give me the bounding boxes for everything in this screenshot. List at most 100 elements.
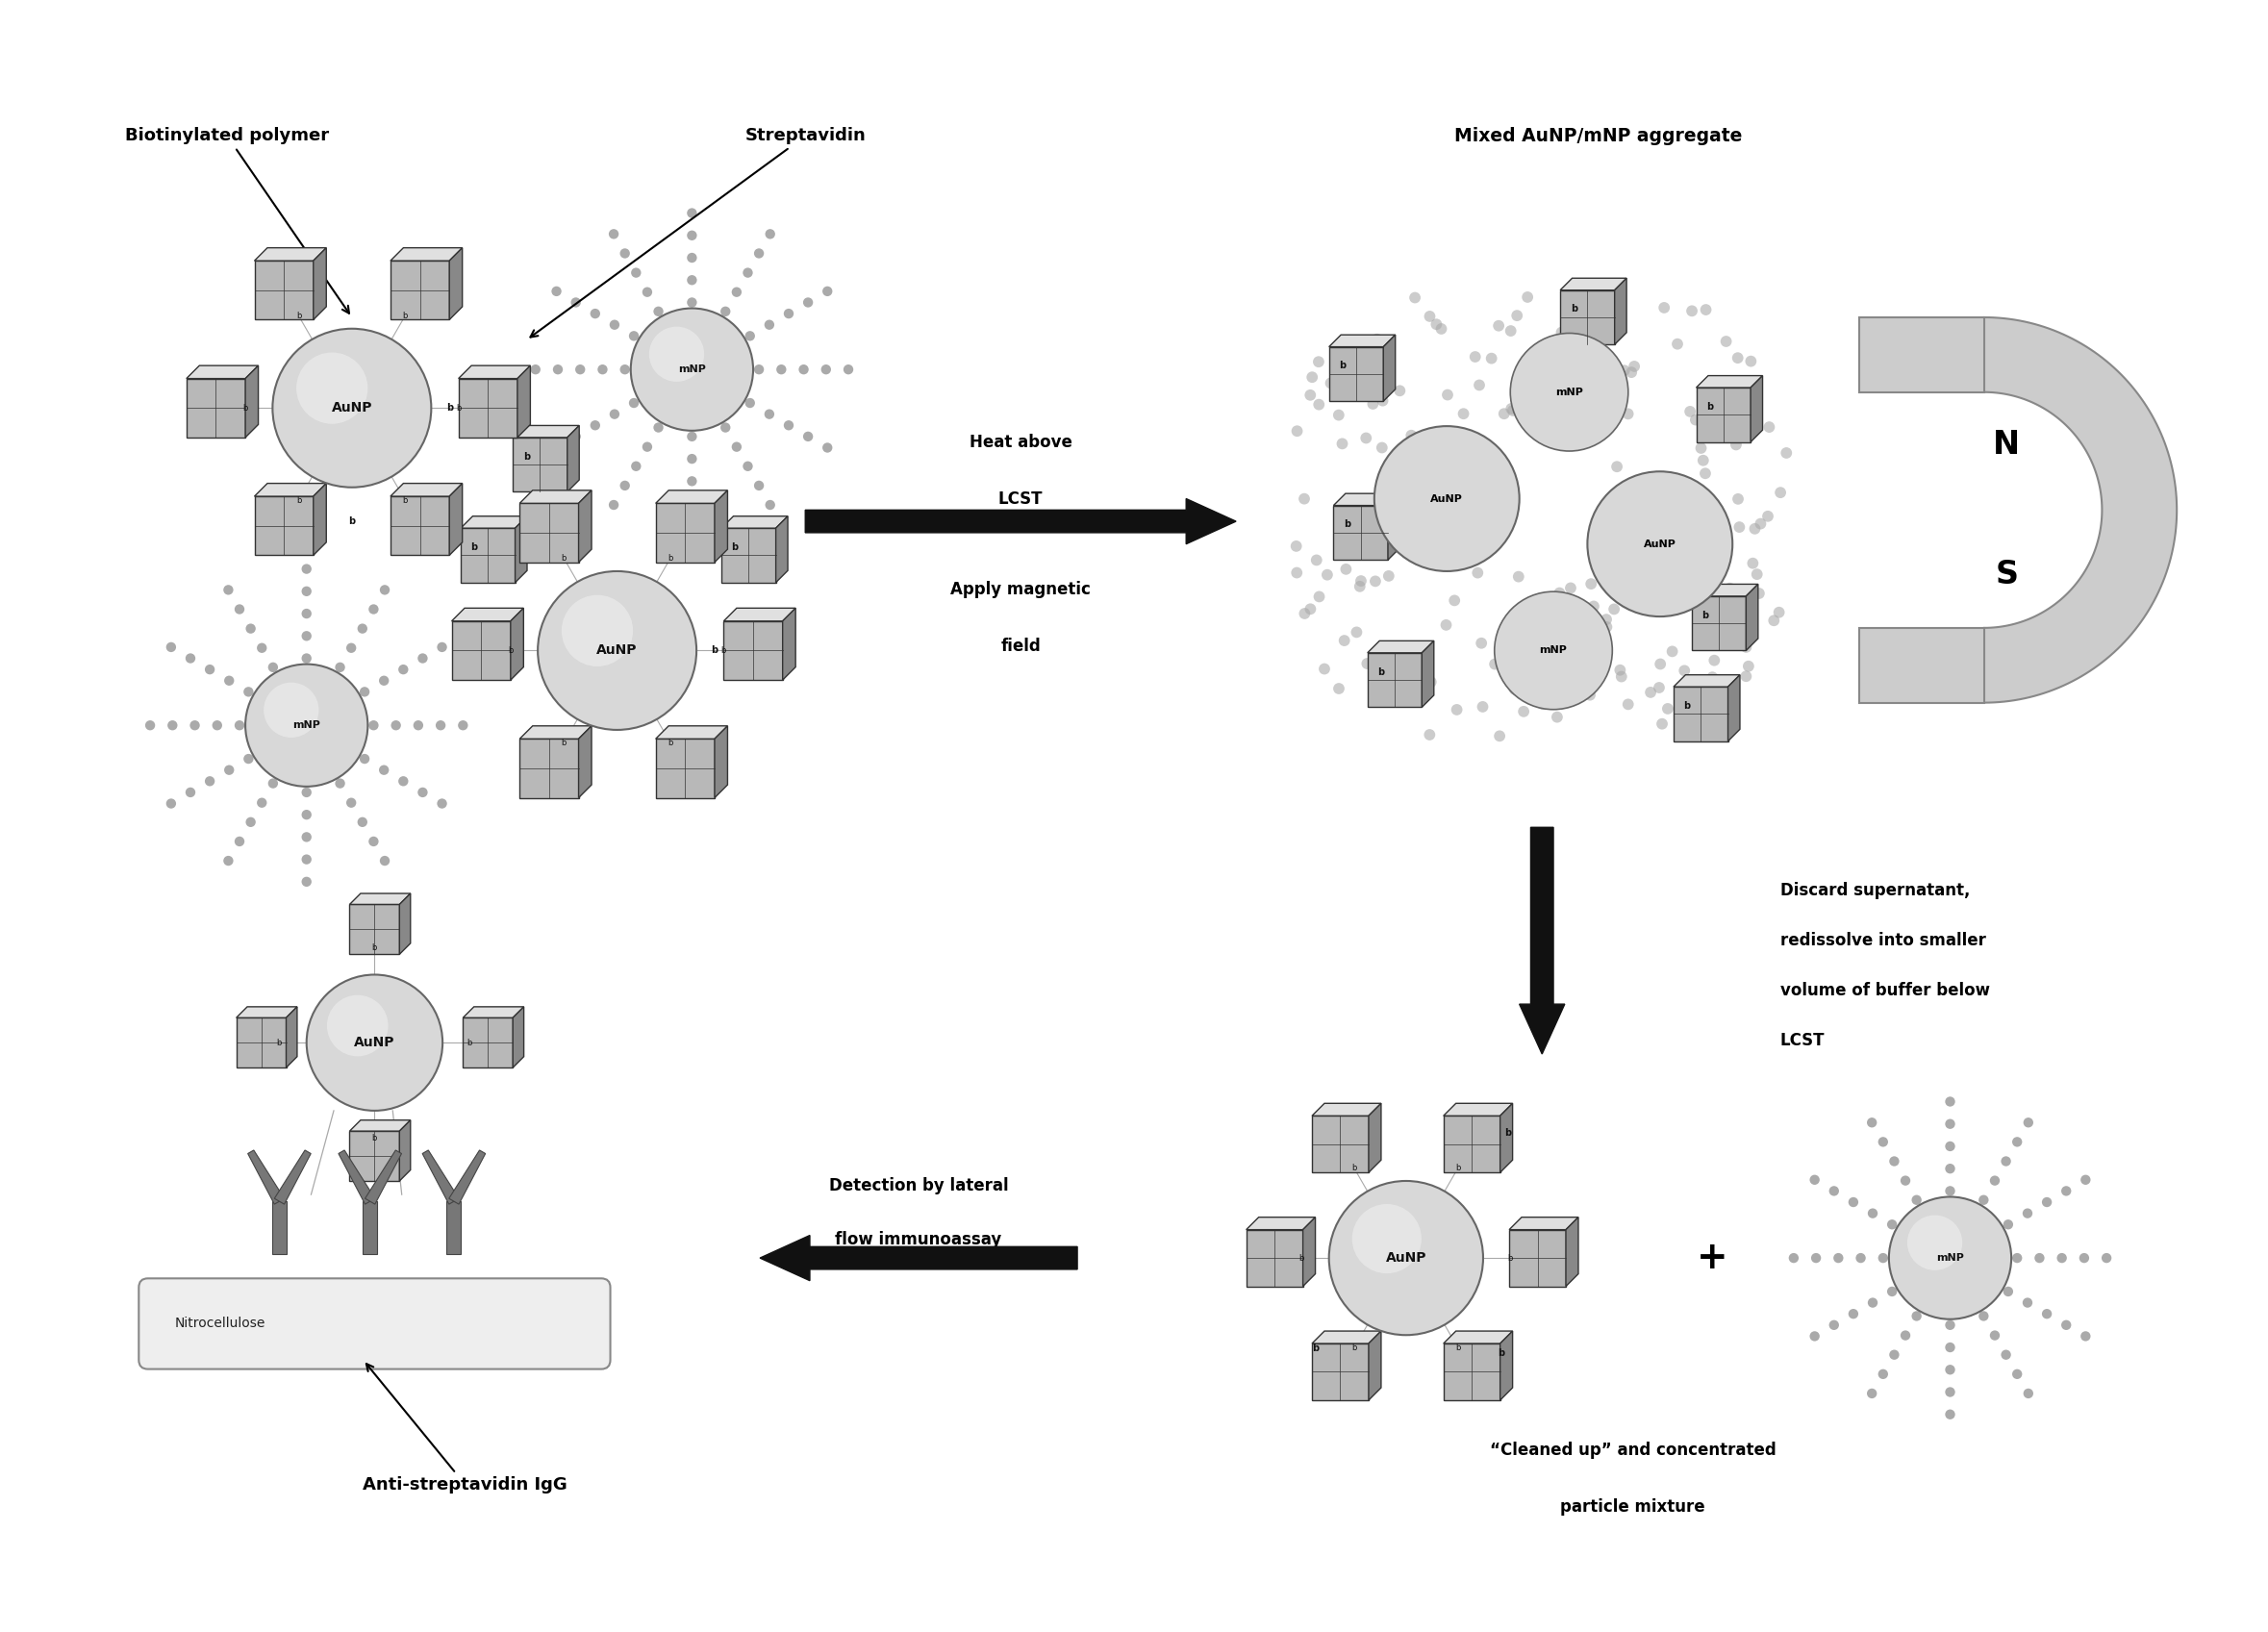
- Polygon shape: [723, 622, 782, 681]
- Circle shape: [1510, 333, 1628, 450]
- Circle shape: [649, 343, 658, 353]
- Circle shape: [1581, 305, 1592, 317]
- Circle shape: [687, 230, 696, 240]
- Circle shape: [1290, 540, 1302, 552]
- Circle shape: [1431, 318, 1442, 330]
- Text: b: b: [447, 403, 454, 413]
- Text: b: b: [1497, 1348, 1504, 1358]
- Circle shape: [2062, 1186, 2071, 1196]
- Circle shape: [1556, 326, 1567, 338]
- Circle shape: [610, 320, 619, 330]
- Circle shape: [1522, 605, 1533, 617]
- Circle shape: [687, 297, 696, 307]
- Circle shape: [256, 720, 268, 731]
- Circle shape: [327, 996, 388, 1056]
- Circle shape: [302, 787, 311, 798]
- Text: b: b: [1683, 702, 1690, 710]
- Circle shape: [417, 787, 429, 798]
- Polygon shape: [1302, 1217, 1315, 1286]
- Circle shape: [1889, 1155, 1898, 1167]
- Text: b: b: [1701, 610, 1708, 620]
- Circle shape: [687, 253, 696, 263]
- Text: b: b: [733, 542, 739, 552]
- Circle shape: [1585, 401, 1597, 413]
- Circle shape: [225, 676, 234, 685]
- Circle shape: [290, 739, 299, 749]
- Polygon shape: [517, 366, 531, 437]
- Circle shape: [263, 682, 320, 738]
- Circle shape: [1368, 398, 1379, 410]
- Circle shape: [302, 676, 311, 685]
- Circle shape: [379, 584, 390, 596]
- Circle shape: [361, 687, 370, 697]
- Circle shape: [1978, 1195, 1989, 1204]
- Polygon shape: [1442, 1116, 1499, 1172]
- Text: b: b: [524, 452, 531, 462]
- Text: b: b: [1508, 1253, 1513, 1262]
- Circle shape: [1889, 1196, 2012, 1319]
- Circle shape: [1370, 379, 1381, 390]
- Circle shape: [1510, 310, 1522, 322]
- Polygon shape: [655, 503, 714, 561]
- FancyBboxPatch shape: [138, 1278, 610, 1369]
- Polygon shape: [578, 726, 592, 798]
- Circle shape: [1946, 1231, 1955, 1240]
- Circle shape: [222, 855, 234, 865]
- Circle shape: [687, 276, 696, 286]
- Circle shape: [302, 586, 311, 596]
- Circle shape: [340, 698, 349, 708]
- Circle shape: [1855, 1253, 1867, 1263]
- Circle shape: [1907, 1216, 1962, 1270]
- Circle shape: [1370, 576, 1381, 588]
- Text: Biotinylated polymer: Biotinylated polymer: [125, 127, 349, 313]
- Circle shape: [256, 798, 268, 808]
- Circle shape: [302, 565, 311, 574]
- Circle shape: [1338, 635, 1349, 646]
- Circle shape: [1744, 356, 1755, 367]
- Polygon shape: [723, 609, 796, 622]
- Circle shape: [1465, 522, 1476, 534]
- Circle shape: [1708, 654, 1719, 666]
- Circle shape: [1508, 684, 1520, 695]
- Polygon shape: [449, 1151, 485, 1204]
- Circle shape: [667, 353, 678, 364]
- Polygon shape: [1499, 1332, 1513, 1400]
- Circle shape: [1300, 607, 1311, 619]
- Circle shape: [744, 331, 755, 341]
- Circle shape: [1769, 615, 1780, 627]
- Circle shape: [1989, 1175, 2000, 1185]
- Circle shape: [302, 698, 311, 708]
- Circle shape: [803, 297, 812, 307]
- Circle shape: [1311, 555, 1322, 566]
- Circle shape: [1699, 468, 1710, 480]
- Circle shape: [1424, 516, 1436, 527]
- Circle shape: [2041, 1198, 2053, 1208]
- Polygon shape: [1746, 584, 1758, 651]
- Polygon shape: [236, 1007, 297, 1018]
- Polygon shape: [782, 609, 796, 681]
- Polygon shape: [236, 1018, 286, 1067]
- Circle shape: [379, 676, 388, 685]
- Polygon shape: [513, 426, 578, 437]
- Circle shape: [1615, 395, 1626, 406]
- Circle shape: [1404, 527, 1415, 539]
- Circle shape: [1458, 408, 1470, 419]
- Circle shape: [1780, 447, 1792, 459]
- Circle shape: [1540, 354, 1551, 366]
- Circle shape: [1492, 320, 1504, 331]
- Text: Mixed AuNP/mNP aggregate: Mixed AuNP/mNP aggregate: [1454, 127, 1742, 145]
- Circle shape: [2023, 1118, 2034, 1128]
- Circle shape: [1765, 421, 1776, 432]
- Circle shape: [347, 643, 356, 653]
- Text: Detection by lateral: Detection by lateral: [828, 1177, 1009, 1195]
- Circle shape: [1810, 1175, 1819, 1185]
- Circle shape: [610, 410, 619, 419]
- Circle shape: [1313, 356, 1325, 367]
- Circle shape: [1354, 581, 1365, 592]
- Circle shape: [687, 431, 696, 442]
- Circle shape: [1935, 1234, 1944, 1244]
- Circle shape: [213, 720, 222, 731]
- Circle shape: [653, 423, 665, 432]
- Circle shape: [1474, 380, 1486, 390]
- Polygon shape: [458, 366, 531, 379]
